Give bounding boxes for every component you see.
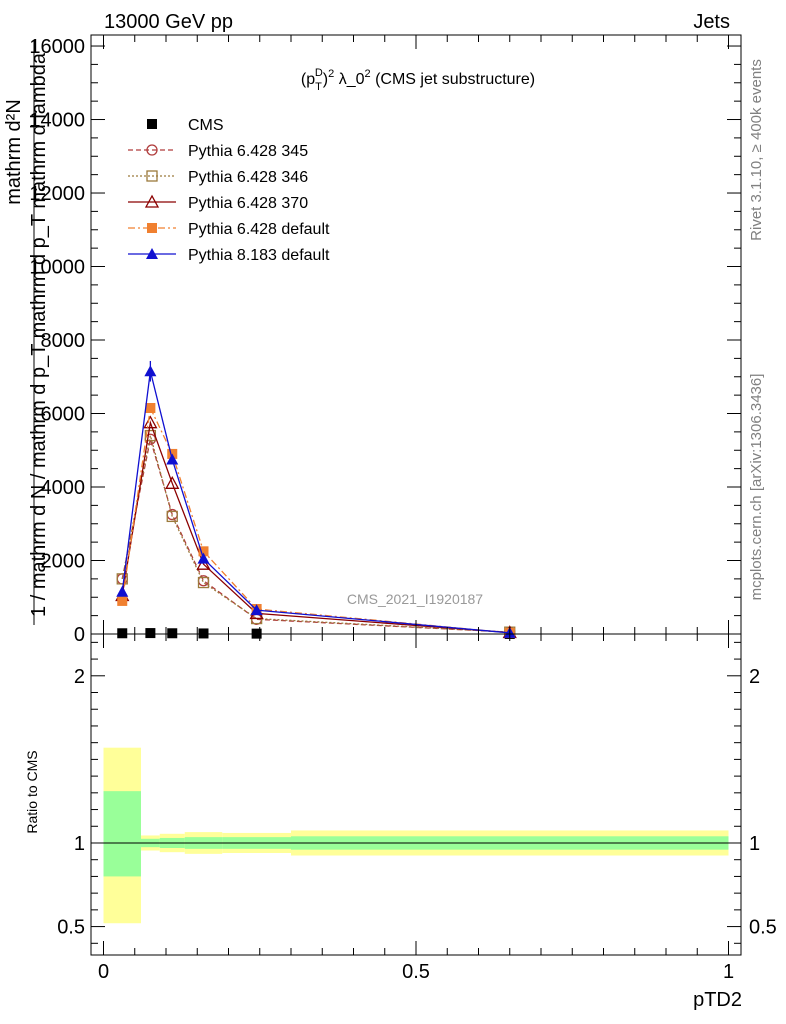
data-point — [116, 585, 129, 597]
watermark: CMS_2021_I1920187 — [347, 591, 483, 607]
ratio-frame — [90, 633, 742, 956]
ratio-x-tick-labels: 0 0.5 1 — [98, 961, 734, 983]
main-y-tick-label: 4000 — [41, 477, 86, 499]
ratio-y-label: Ratio to CMS — [24, 750, 40, 833]
main-y-label-bottom: 1 / mathrm d N / mathrm d p_T mathrm d p… — [28, 52, 50, 617]
x-axis-label: pTD2 — [693, 989, 742, 1011]
ratio-bands — [103, 747, 729, 924]
main-y-tick-labels: 0 2000 4000 6000 8000 10000 12000 14000 16000 — [29, 36, 85, 646]
ratio-band-bin — [103, 791, 141, 877]
rivet-label: Rivet 3.1.10, ≥ 400k events — [748, 59, 765, 241]
header-left: 13000 GeV pp — [104, 11, 233, 33]
ratio-y-tick-label: 1 — [74, 833, 85, 855]
mcplots-label: mcplots.cern.ch [arXiv:1306.3436] — [748, 374, 765, 601]
ratio-ticks — [91, 634, 741, 955]
data-point — [197, 576, 210, 589]
legend: CMS Pythia 6.428 345 Pythia 6.428 346 Pythi… — [128, 117, 330, 264]
main-y-label: mathrm d²N 1 / mathrm d N / mathrm d p_T … — [3, 40, 50, 625]
ratio-band-total — [103, 747, 729, 924]
ratio-y-tick-label: 2 — [74, 666, 85, 688]
ratio-y-tick-label-right: 1 — [749, 833, 760, 855]
data-point — [116, 573, 128, 585]
data-point — [145, 628, 156, 639]
legend-label: Pythia 6.428 346 — [188, 169, 308, 186]
legend-label: CMS — [188, 117, 224, 134]
legend-label: Pythia 6.428 345 — [188, 143, 308, 160]
legend-entry: Pythia 6.428 345 — [128, 143, 308, 160]
data-point — [143, 415, 158, 429]
legend-entry: Pythia 6.428 346 — [128, 169, 308, 186]
data-point — [167, 628, 178, 639]
main-y-label-top: mathrm d²N — [3, 99, 25, 205]
legend-label: Pythia 6.428 default — [188, 221, 330, 238]
header-right: Jets — [693, 11, 730, 33]
legend-entry: Pythia 6.428 370 — [128, 194, 308, 212]
main-y-tick-label: 10000 — [29, 257, 85, 279]
main-y-tick-label: 2000 — [41, 551, 86, 573]
main-title: (pTD)2 λ_02 (CMS jet substructure) — [301, 67, 535, 93]
data-point — [197, 552, 210, 564]
x-tick-label: 0.5 — [402, 961, 430, 983]
data-point — [166, 510, 178, 523]
main-y-tick-label: 16000 — [29, 36, 85, 58]
data-point — [198, 628, 209, 639]
data-point — [250, 604, 263, 616]
main-y-tick-label: 6000 — [41, 404, 86, 426]
main-y-tick-label: 14000 — [29, 110, 85, 132]
series-line — [121, 435, 510, 633]
ratio-y-tick-label: 0.5 — [57, 917, 85, 939]
x-tick-label: 0 — [98, 961, 109, 983]
series-line — [121, 420, 510, 634]
ratio-y-tick-label-right: 2 — [749, 666, 760, 688]
series-pythia-8-183-default — [116, 360, 516, 638]
ratio-y-tick-label-right: 0.5 — [749, 917, 777, 939]
main-y-tick-label: 8000 — [41, 330, 86, 352]
ratio-y-tick-labels: 0.5 0.5 1 1 2 2 — [57, 666, 777, 939]
data-point — [196, 556, 211, 570]
main-panel: 0 2000 4000 6000 8000 10000 12000 14000 16000 — [29, 34, 742, 646]
legend-entry: CMS — [147, 117, 224, 134]
data-point — [145, 402, 156, 413]
ratio-panel: 0.5 0.51 12 2 0 0.5 1 — [57, 633, 777, 983]
data-point — [198, 546, 209, 557]
main-y-tick-label: 12000 — [29, 183, 85, 205]
legend-label: Pythia 8.183 default — [188, 247, 330, 264]
data-point — [165, 475, 180, 489]
x-tick-label: 1 — [723, 961, 734, 983]
main-y-tick-label: 0 — [74, 624, 85, 646]
data-point — [117, 595, 128, 606]
data-point — [166, 453, 179, 465]
data-point — [117, 628, 128, 639]
legend-entry: Pythia 8.183 default — [128, 247, 330, 264]
legend-label: Pythia 6.428 370 — [188, 195, 308, 212]
legend-entry: Pythia 6.428 default — [128, 221, 330, 238]
series-line — [121, 405, 510, 634]
series-line — [121, 371, 510, 634]
